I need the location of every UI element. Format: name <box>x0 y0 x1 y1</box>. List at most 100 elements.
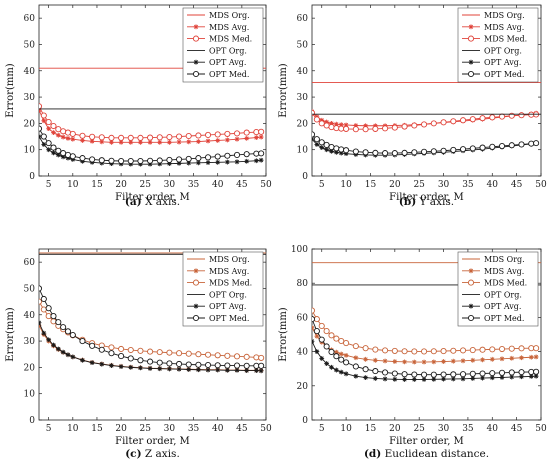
data-point-mds-med <box>440 348 447 355</box>
data-point-mds-avg <box>499 356 505 362</box>
y-tick-label: 50 <box>24 284 36 294</box>
series-line-opt-avg <box>312 138 537 156</box>
y-tick-label: 30 <box>24 93 36 103</box>
data-point-opt-med <box>166 360 173 367</box>
data-point-mds-med <box>518 112 525 119</box>
y-tick-label: 80 <box>297 279 309 289</box>
data-point-mds-med <box>391 347 398 354</box>
data-point-opt-med <box>489 370 496 377</box>
data-point-opt-avg <box>234 367 240 373</box>
legend-swatch-marker <box>467 279 475 286</box>
data-point-mds-med <box>127 346 134 354</box>
data-point-mds-avg <box>333 349 339 355</box>
data-point-opt-med <box>64 328 72 335</box>
caption-text: X axis. <box>142 196 180 208</box>
data-point-opt-avg <box>441 376 446 382</box>
data-point-opt-med <box>89 342 96 349</box>
legend-entry-mds-org: MDS Org. <box>209 11 250 20</box>
data-point-opt-avg <box>46 147 52 153</box>
data-point-mds-med <box>362 126 369 133</box>
data-point-opt-avg <box>338 150 344 156</box>
caption-label: (b) <box>399 196 416 208</box>
data-point-mds-avg <box>333 121 339 127</box>
data-point-mds-avg <box>382 358 388 364</box>
x-tick-label: 15 <box>365 424 377 434</box>
data-point-mds-med <box>98 134 105 141</box>
data-point-mds-med <box>40 112 47 119</box>
legend-entry-opt-avg: OPT Avg. <box>484 58 521 67</box>
x-tick-label: 35 <box>462 424 474 434</box>
data-point-mds-avg <box>99 139 105 145</box>
data-point-opt-med <box>39 125 43 132</box>
data-point-mds-med <box>440 119 447 126</box>
data-point-mds-med <box>166 134 173 141</box>
data-point-mds-med <box>352 126 359 133</box>
data-point-opt-med <box>401 149 408 156</box>
data-point-mds-med <box>55 126 62 133</box>
data-point-opt-avg <box>329 364 334 370</box>
data-point-mds-med <box>185 132 192 140</box>
data-point-mds-avg <box>138 139 143 145</box>
data-point-opt-med <box>508 369 515 376</box>
data-point-mds-med <box>224 352 231 359</box>
data-point-opt-avg <box>333 367 339 373</box>
data-point-mds-avg <box>41 118 47 124</box>
data-point-opt-med <box>430 148 437 155</box>
data-point-mds-med <box>156 134 163 141</box>
data-point-opt-med <box>118 157 125 165</box>
data-point-mds-avg <box>215 138 221 143</box>
data-point-mds-avg <box>470 357 476 363</box>
data-point-opt-avg <box>372 376 378 381</box>
legend-swatch-marker <box>468 24 474 30</box>
data-point-mds-med <box>391 124 398 131</box>
data-point-opt-med <box>391 150 398 157</box>
y-axis-label: Error(mm) <box>5 63 16 118</box>
data-point-opt-med <box>233 362 241 369</box>
data-point-opt-avg <box>324 147 330 153</box>
series-line-opt-med <box>39 288 262 367</box>
legend-entry-opt-med: OPT Med. <box>484 70 524 79</box>
data-point-mds-avg <box>118 139 124 145</box>
data-point-opt-med <box>45 305 52 312</box>
data-point-opt-med <box>318 336 325 343</box>
data-point-opt-avg <box>60 349 66 355</box>
data-point-opt-med <box>352 363 359 370</box>
legend-entry-opt-org: OPT Org. <box>209 290 247 299</box>
y-axis-label: Error(mm) <box>278 307 289 362</box>
data-point-opt-med <box>195 361 202 368</box>
legend-entry-mds-avg: MDS Avg. <box>209 23 249 32</box>
data-point-mds-med <box>318 322 325 330</box>
legend-swatch-marker <box>468 303 474 309</box>
data-point-mds-med <box>430 120 437 127</box>
data-point-opt-avg <box>167 366 172 372</box>
data-point-opt-med <box>204 361 212 369</box>
plot-area <box>38 4 267 177</box>
y-tick-label: 30 <box>297 93 309 103</box>
data-point-opt-med <box>243 151 250 158</box>
data-point-mds-med <box>176 133 183 140</box>
x-tick-label: 50 <box>535 180 547 190</box>
data-point-mds-med <box>343 339 350 347</box>
data-point-opt-avg <box>46 337 52 343</box>
x-tick-label: 50 <box>535 424 547 434</box>
data-point-mds-avg <box>324 119 330 125</box>
data-point-mds-med <box>108 344 115 351</box>
y-tick-label: 20 <box>24 363 36 373</box>
y-tick-label: 0 <box>302 416 308 426</box>
legend-swatch-marker <box>193 24 199 30</box>
data-point-mds-med <box>147 348 154 355</box>
data-point-mds-med <box>528 111 535 118</box>
caption-text: Y axis. <box>416 196 454 208</box>
data-point-opt-avg <box>353 373 359 379</box>
data-point-mds-med <box>253 354 260 361</box>
data-point-mds-med <box>401 348 408 355</box>
legend-entry-opt-org: OPT Org. <box>484 46 522 55</box>
legend-entry-mds-avg: MDS Avg. <box>484 23 524 32</box>
data-point-mds-med <box>204 351 212 358</box>
data-point-mds-med <box>498 345 506 353</box>
data-point-opt-avg <box>138 161 143 167</box>
x-tick-label: 40 <box>212 424 224 434</box>
data-point-mds-med <box>469 116 476 123</box>
data-point-mds-med <box>118 345 125 353</box>
legend: MDS Org. MDS Avg. MDS Med. OPT Org. OPT Avg.… <box>182 251 264 327</box>
